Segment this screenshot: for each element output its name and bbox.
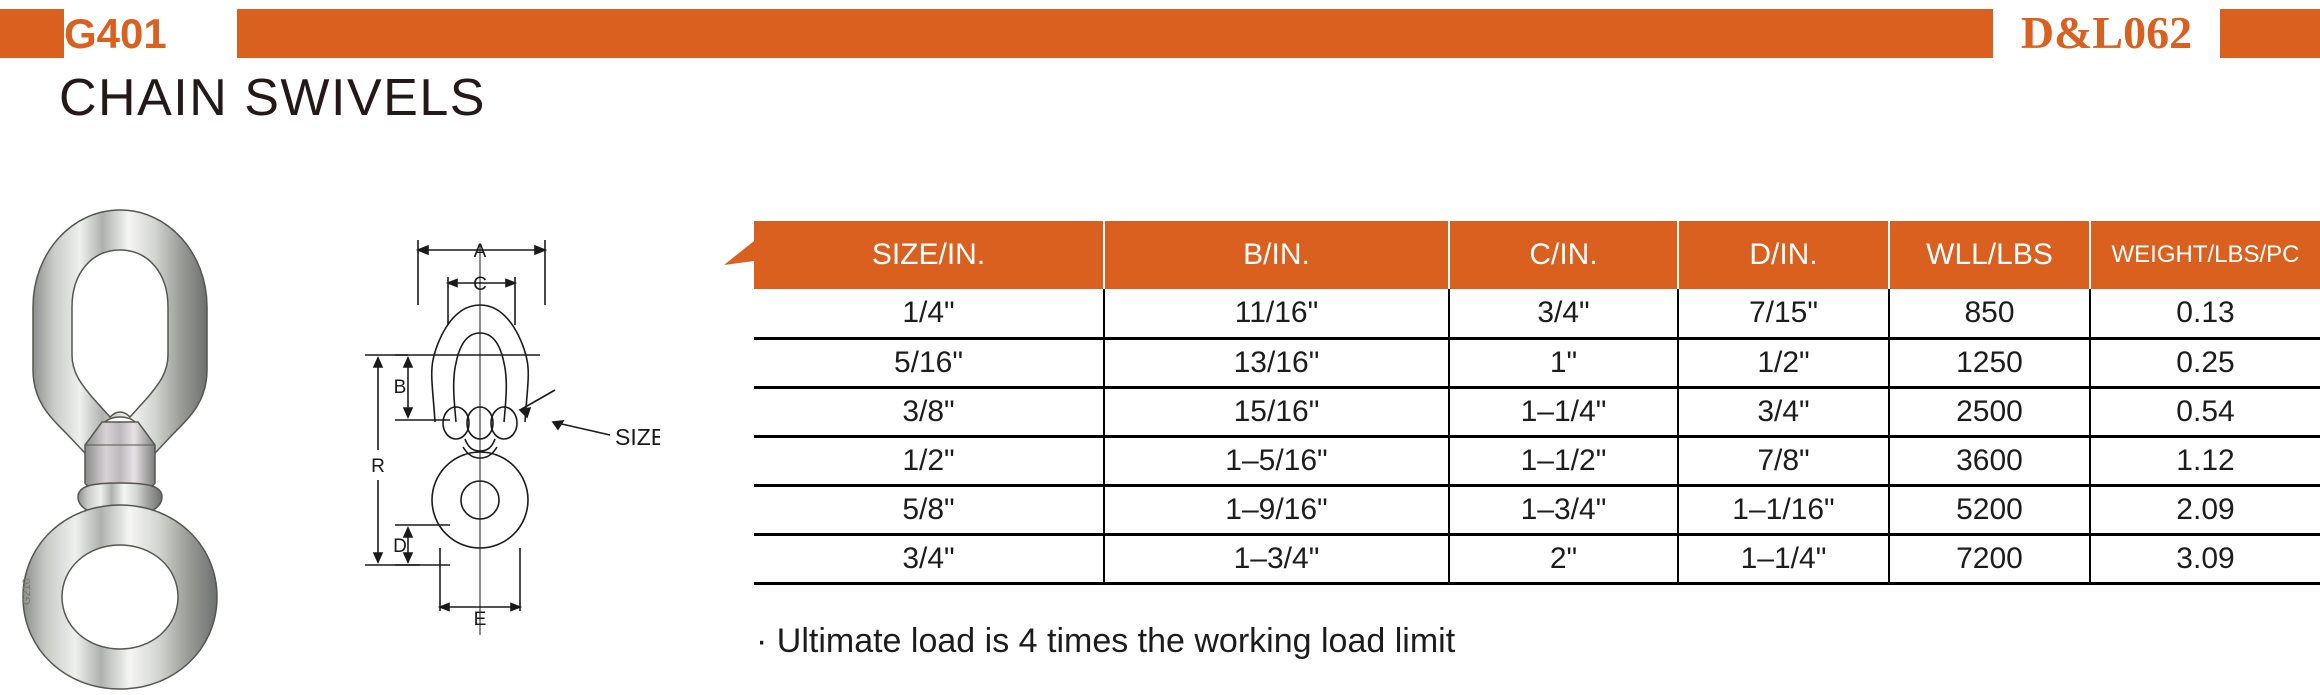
- svg-text:E: E: [474, 609, 487, 630]
- svg-text:B: B: [394, 377, 407, 398]
- svg-text:D: D: [393, 536, 407, 557]
- svg-text:G210: G210: [21, 578, 33, 605]
- svg-text:SIZE: SIZE: [615, 424, 660, 450]
- svg-text:R: R: [371, 456, 385, 477]
- svg-text:C: C: [473, 274, 487, 295]
- svg-text:A: A: [474, 241, 487, 262]
